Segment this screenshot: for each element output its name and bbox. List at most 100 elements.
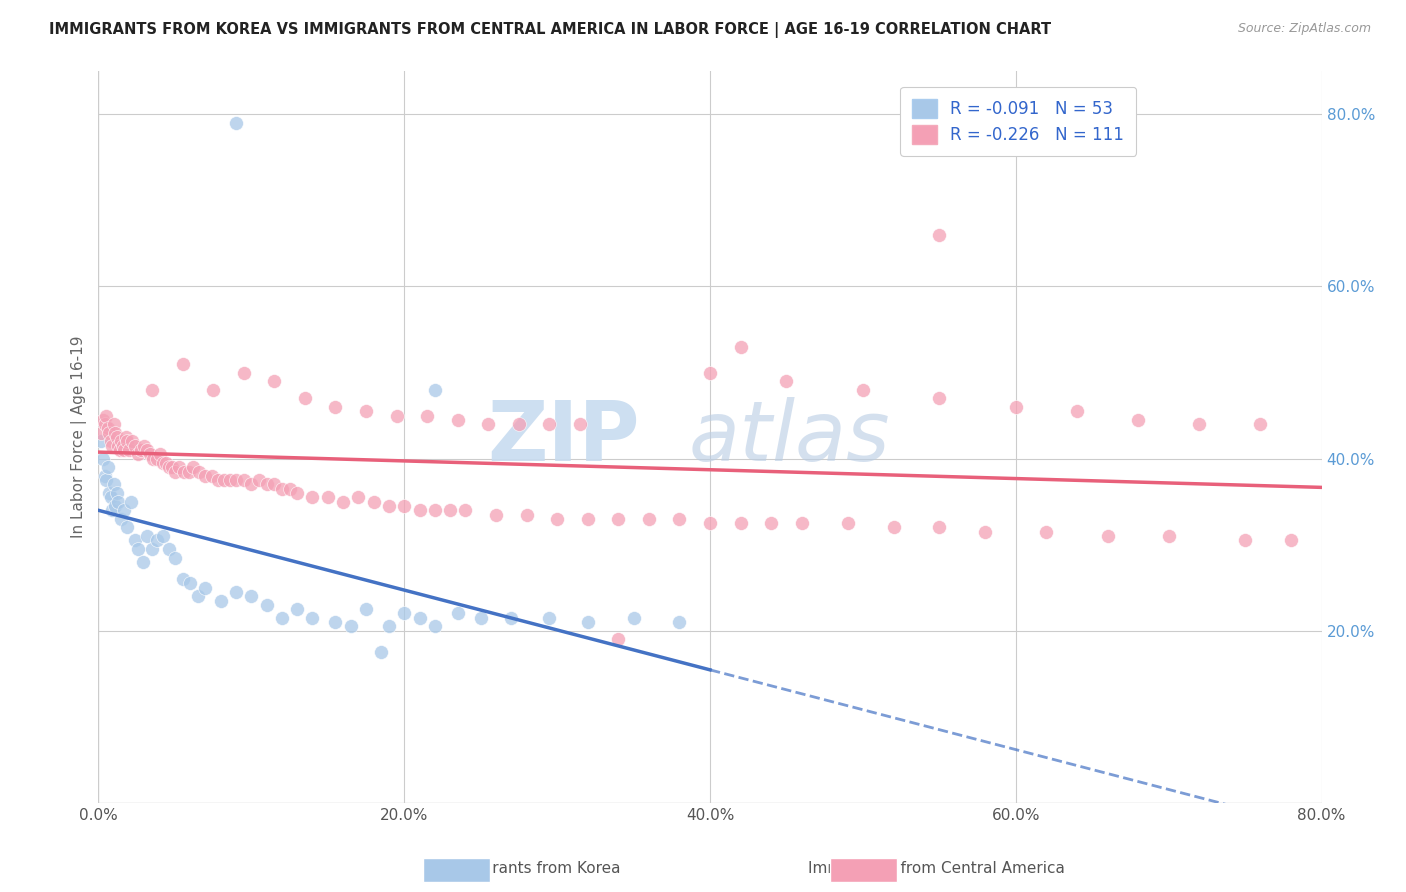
Point [181, 460, 204, 475]
Point [139, 447, 162, 461]
Point [347, 491, 370, 505]
Point [107, 494, 129, 508]
Point [423, 619, 446, 633]
Point [124, 439, 146, 453]
Point [117, 520, 139, 534]
Point [270, 482, 292, 496]
Point [378, 619, 401, 633]
Point [101, 439, 124, 453]
Point [98, 425, 121, 440]
Point [485, 508, 508, 522]
Point [163, 465, 186, 479]
Point [232, 473, 254, 487]
Point [423, 383, 446, 397]
FancyBboxPatch shape [423, 858, 489, 882]
Point [546, 512, 568, 526]
Point [141, 383, 163, 397]
Point [200, 468, 222, 483]
Point [90, 425, 112, 440]
Point [110, 512, 132, 526]
Point [240, 589, 263, 603]
Point [110, 434, 132, 449]
Point [454, 503, 477, 517]
Point [607, 632, 630, 647]
Point [112, 442, 135, 457]
Point [118, 442, 141, 457]
Point [623, 611, 645, 625]
Point [325, 615, 347, 629]
Point [928, 520, 950, 534]
Point [508, 417, 530, 432]
Point [385, 409, 408, 423]
Point [160, 460, 183, 475]
Point [408, 611, 430, 625]
Point [141, 541, 163, 556]
Point [173, 465, 195, 479]
Point [121, 434, 143, 449]
Text: Immigrants from Korea: Immigrants from Korea [444, 861, 621, 876]
Point [108, 442, 131, 457]
Point [212, 473, 235, 487]
Point [301, 491, 323, 505]
Point [439, 503, 461, 517]
Point [152, 529, 174, 543]
Point [256, 598, 278, 612]
Point [209, 593, 232, 607]
Point [837, 516, 859, 530]
Point [775, 374, 797, 388]
Point [127, 541, 149, 556]
Point [149, 447, 172, 461]
Point [576, 512, 599, 526]
Point [115, 430, 138, 444]
Point [408, 503, 430, 517]
Point [152, 456, 174, 470]
Point [225, 473, 247, 487]
Point [240, 477, 263, 491]
Point [576, 615, 599, 629]
Point [332, 494, 354, 508]
Point [104, 425, 127, 440]
Point [730, 516, 752, 530]
Point [790, 516, 813, 530]
Point [294, 392, 316, 406]
Point [172, 357, 194, 371]
Point [730, 340, 752, 354]
Point [232, 366, 254, 380]
Point [157, 541, 180, 556]
Point [285, 486, 308, 500]
Point [155, 456, 177, 470]
Point [136, 529, 159, 543]
Point [668, 512, 690, 526]
Text: ZIP: ZIP [486, 397, 640, 477]
Point [94, 409, 117, 423]
Point [883, 520, 905, 534]
Text: atlas: atlas [689, 397, 890, 477]
Point [188, 465, 211, 479]
Point [202, 383, 225, 397]
Point [256, 477, 278, 491]
Point [354, 602, 377, 616]
Point [132, 555, 155, 569]
Point [169, 460, 191, 475]
Point [378, 499, 401, 513]
FancyBboxPatch shape [830, 858, 897, 882]
Point [301, 611, 323, 625]
Point [447, 413, 470, 427]
Point [392, 607, 416, 621]
Point [699, 366, 721, 380]
Point [127, 447, 149, 461]
Point [607, 512, 630, 526]
Point [392, 499, 416, 513]
Point [370, 645, 392, 659]
Point [90, 434, 112, 449]
Point [104, 499, 127, 513]
Point [93, 417, 115, 432]
Point [1279, 533, 1302, 548]
Point [136, 442, 159, 457]
Point [1157, 529, 1180, 543]
Point [852, 383, 875, 397]
Text: Source: ZipAtlas.com: Source: ZipAtlas.com [1237, 22, 1371, 36]
Point [207, 473, 229, 487]
Point [194, 468, 217, 483]
Point [100, 434, 122, 449]
